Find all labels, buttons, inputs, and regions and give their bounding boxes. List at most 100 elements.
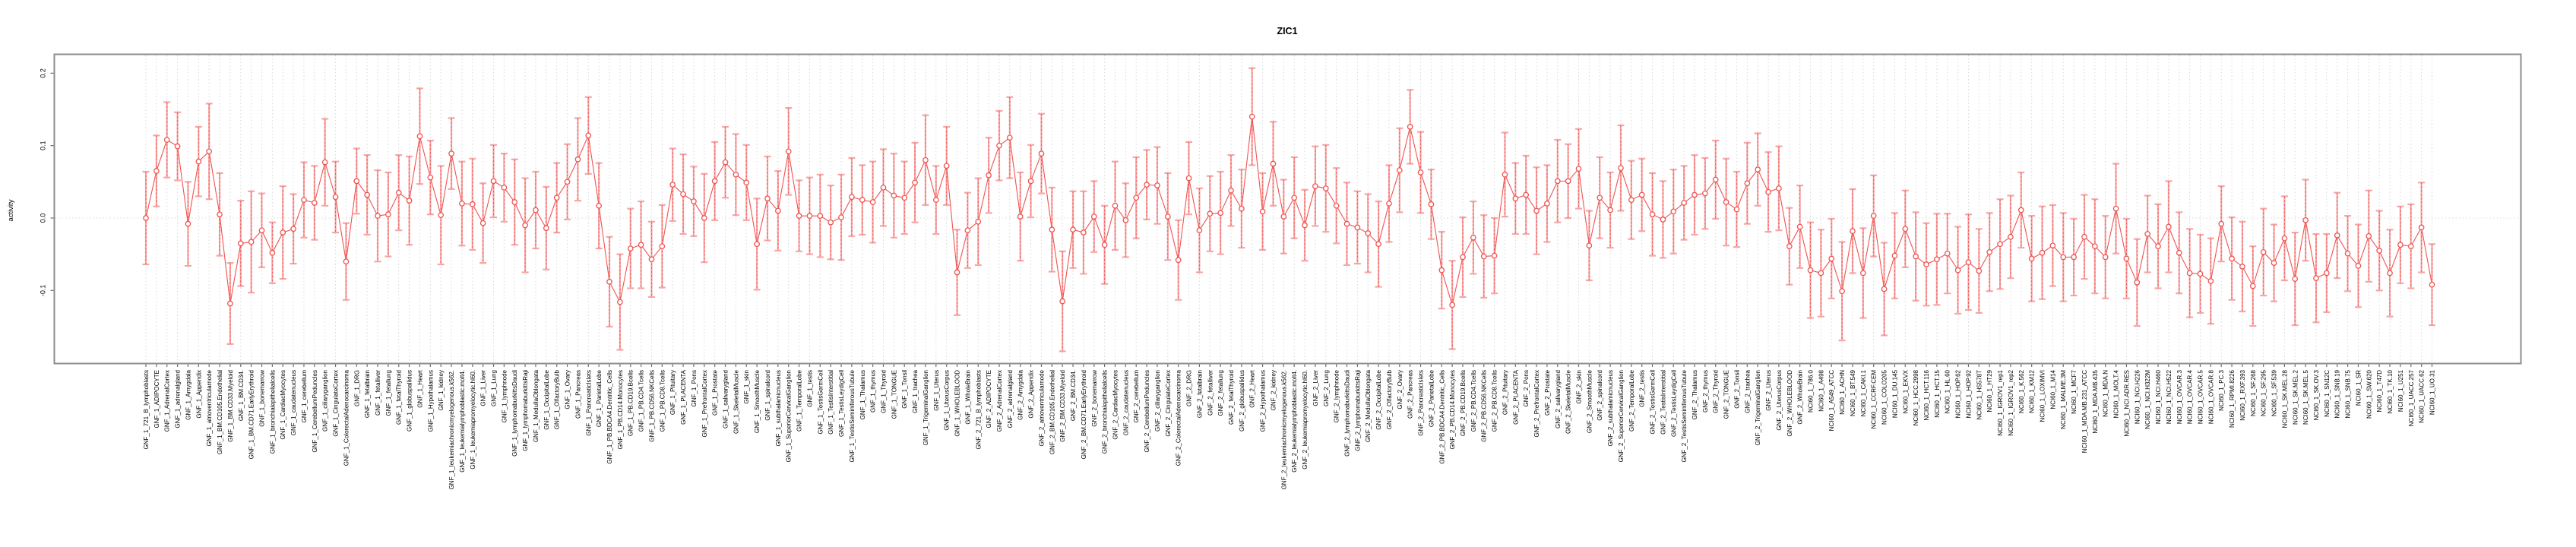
x-tick-label: GNF_1_Thyroid xyxy=(880,370,887,413)
x-tick-label: NCI60_1_RXF.393 xyxy=(2239,369,2246,420)
data-point xyxy=(1280,213,1287,220)
x-tick-label: GNF_1_CardiacMyocytes xyxy=(280,370,286,440)
x-tick-label: GNF_2_OccipitalLobe xyxy=(1375,369,1382,429)
data-point xyxy=(2260,248,2267,255)
data-point xyxy=(932,197,939,204)
x-tick-label: NCI60_1_UACC.257 xyxy=(2408,369,2415,426)
x-tick-label: GNF_2_trachea xyxy=(1744,369,1751,413)
x-tick-label: NCI60_1_NCI.H322M xyxy=(2144,370,2151,429)
data-point xyxy=(764,195,771,202)
x-tick-label: GNF_2_PB.CD56.NKCells xyxy=(1481,370,1488,442)
x-tick-label: GNF_2_Tonsil xyxy=(1733,370,1740,409)
x-tick-label: GNF_2_TONGUE xyxy=(1723,370,1730,419)
x-tick-label: GNF_1_BM.CD34. xyxy=(238,370,245,421)
x-tick-label: GNF_1_globuspallidus xyxy=(407,370,413,432)
data-point xyxy=(533,207,539,213)
x-tick-label: GNF_1_ParietalLobe xyxy=(596,369,603,427)
x-tick-label: GNF_1_trachea xyxy=(912,369,919,413)
data-point xyxy=(258,227,265,234)
x-tick-label: GNF_2_PrefrontalCortex xyxy=(1533,370,1540,437)
data-point xyxy=(2281,235,2288,242)
data-point xyxy=(2102,254,2109,261)
x-tick-label: GNF_1_Thalamus xyxy=(859,370,866,419)
data-point xyxy=(2323,270,2330,277)
x-tick-label: GNF_2_TemporalLobe xyxy=(1628,369,1635,431)
x-tick-label: NCI60_1_A549_ATCC xyxy=(1828,370,1835,432)
data-point xyxy=(901,194,908,201)
data-point xyxy=(2123,255,2130,262)
data-point xyxy=(606,279,612,285)
data-point xyxy=(627,245,634,251)
x-tick-label: GNF_1_OccipitalLobe xyxy=(543,369,550,429)
x-tick-label: NCI60_1_PC.3 xyxy=(2218,369,2225,410)
data-point xyxy=(1986,248,1993,255)
data-point xyxy=(1154,182,1160,188)
x-tick-label: GNF_1_Appendix xyxy=(195,370,202,419)
data-point xyxy=(817,213,824,219)
x-tick-label: GNF_1_Ovary xyxy=(565,370,571,409)
x-tick-label: GNF_1_lymphomaburkittsDaudi xyxy=(511,370,518,457)
x-tick-label: GNF_2_CardiacMyocytes xyxy=(1112,370,1119,440)
data-point xyxy=(2081,233,2087,240)
data-point xyxy=(1807,267,1814,274)
data-point xyxy=(1586,242,1593,249)
data-point xyxy=(617,299,623,305)
y-tick-label: 0.2 xyxy=(40,68,47,78)
x-tick-label: GNF_2_globuspallidus xyxy=(1239,370,1245,432)
x-tick-label: GNF_1_fetalThyroid xyxy=(396,370,403,425)
x-tick-label: GNF_2_skin xyxy=(1576,370,1583,403)
data-point xyxy=(1049,226,1055,233)
x-tick-label: GNF_1_leukemiapromyelocytic.hl60. xyxy=(470,370,476,470)
data-point xyxy=(585,132,592,139)
x-tick-label: GNF_1_Amygdala xyxy=(185,369,191,419)
data-point xyxy=(1122,217,1129,223)
data-point xyxy=(1954,267,1961,274)
data-point xyxy=(1417,169,1424,175)
data-point xyxy=(2271,260,2277,266)
data-point xyxy=(332,194,339,201)
x-tick-label: NCI60_1_HCC.2998 xyxy=(1913,369,1919,425)
data-point xyxy=(459,201,465,207)
data-point xyxy=(669,182,676,188)
data-point xyxy=(691,198,697,204)
data-point xyxy=(2387,270,2393,277)
data-point xyxy=(469,201,476,207)
data-point xyxy=(1333,202,1340,209)
data-point xyxy=(1480,253,1487,260)
data-point xyxy=(1544,201,1550,207)
x-tick-label: NCI60_1_SF.539 xyxy=(2271,369,2278,416)
x-tick-label: GNF_1_Heart xyxy=(416,369,423,408)
data-point xyxy=(2207,278,2214,284)
x-tick-label: NCI60_1_NCI.H460 xyxy=(2155,369,2162,424)
data-point xyxy=(1407,124,1413,130)
x-tick-label: GNF_2_leukemialymphoblastic.molt4. xyxy=(1291,370,1298,473)
x-tick-label: GNF_1_bronchialepithelialcells xyxy=(269,370,276,454)
x-tick-label: GNF_2_TestisSeminiferousTubule xyxy=(1681,369,1688,462)
x-tick-label: GNF_1_SuperiorCervicalGanglion xyxy=(786,370,793,462)
data-point xyxy=(2049,242,2056,249)
x-tick-label: GNF_1_testis xyxy=(806,370,813,407)
data-point xyxy=(1449,302,1455,308)
x-tick-label: GNF_1_CingulateCortex xyxy=(333,370,340,437)
data-point xyxy=(2249,283,2256,289)
data-point xyxy=(1607,207,1613,213)
data-point xyxy=(1913,253,1919,260)
x-tick-label: GNF_1_ADIPOCYTE xyxy=(153,370,160,428)
x-tick-label: GNF_1_TestisSeminiferousTubule xyxy=(849,369,856,462)
data-point xyxy=(174,143,181,150)
data-point xyxy=(2429,281,2435,288)
x-tick-label: NCI60_1_HS578T xyxy=(1976,370,1983,419)
x-tick-label: NCI60_1_LOXIMVI xyxy=(2040,370,2046,422)
data-point xyxy=(2302,217,2309,223)
data-point xyxy=(638,242,644,248)
data-point xyxy=(880,185,887,191)
x-tick-label: GNF_1_PLACENTA xyxy=(680,369,687,425)
x-tick-label: NCI60_1_DU.145 xyxy=(1891,369,1898,418)
x-tick-label: GNF_2_PB.CD8.Tcells xyxy=(1492,370,1498,432)
x-tick-label: GNF_2_Hypothalamus xyxy=(1260,370,1267,432)
data-point xyxy=(1291,194,1298,201)
x-tick-label: NCI60_1_RPMI.8226 xyxy=(2229,369,2236,428)
x-tick-label: GNF_1_kidney xyxy=(438,370,445,410)
data-point xyxy=(2292,276,2299,282)
